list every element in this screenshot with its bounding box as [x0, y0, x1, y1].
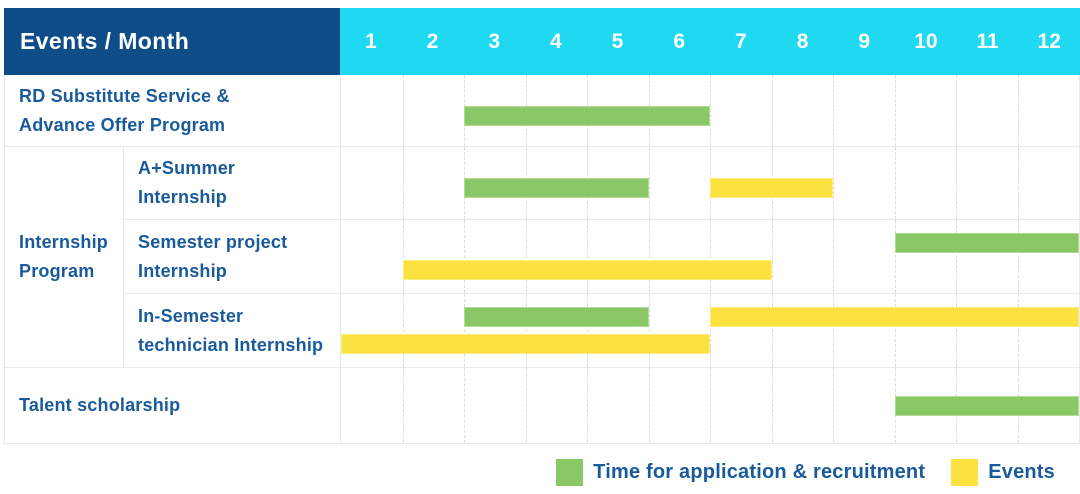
table-row: Semester project Internship — [124, 220, 1079, 294]
row-label-semester-project-internship: Semester project Internship — [124, 220, 341, 293]
row-label-in-semester-technician-internship: In-Semester technician Internship — [124, 294, 341, 367]
group-label-internship-program: Internship Program — [5, 147, 124, 367]
event-bar — [710, 178, 833, 198]
recruitment-bar — [894, 233, 1079, 253]
table-row: A+Summer Internship — [124, 147, 1079, 220]
recruitment-bar — [464, 105, 710, 126]
month-header-1: 1 — [364, 29, 377, 53]
table-row: RD Substitute Service & Advance Offer Pr… — [5, 75, 1079, 147]
legend: Time for application & recruitment Event… — [0, 456, 1055, 488]
legend-item-events: Events — [951, 458, 1055, 486]
month-header-12: 12 — [1037, 29, 1061, 53]
table-header-row: Events / Month 1 2 3 4 5 6 7 8 9 10 11 1… — [4, 8, 1080, 75]
row-label-line: Semester project — [138, 231, 288, 252]
legend-item-recruitment: Time for application & recruitment — [556, 458, 926, 486]
timeline-track-a-summer — [341, 147, 1079, 219]
table-body: RD Substitute Service & Advance Offer Pr… — [4, 75, 1080, 444]
month-header-11: 11 — [976, 29, 999, 53]
row-label-talent-scholarship: Talent scholarship — [5, 368, 341, 443]
recruitment-swatch-icon — [556, 458, 584, 486]
month-header-9: 9 — [858, 29, 871, 53]
timeline-track-semester-project — [341, 220, 1079, 293]
month-header-5: 5 — [611, 29, 624, 53]
table-row: In-Semester technician Internship — [124, 294, 1079, 367]
event-bar — [710, 307, 1079, 327]
legend-recruitment-label: Time for application & recruitment — [593, 460, 926, 483]
row-label-line: Internship — [138, 187, 228, 207]
recruitment-bar — [894, 395, 1079, 416]
month-header-2: 2 — [426, 29, 439, 53]
corner-header-cell: Events / Month — [4, 8, 340, 75]
timeline-track-talent-scholarship — [341, 368, 1079, 443]
month-header-3: 3 — [488, 29, 501, 53]
timeline-track-rd-substitute — [341, 75, 1079, 146]
event-bar — [341, 334, 710, 354]
month-header-10: 10 — [914, 29, 938, 53]
row-label-line: Internship — [138, 260, 228, 281]
legend-events-label: Events — [988, 460, 1055, 483]
row-label-line: A+Summer — [138, 158, 236, 178]
row-label-rd-substitute: RD Substitute Service & Advance Offer Pr… — [5, 75, 341, 146]
month-header-4: 4 — [550, 29, 562, 53]
corner-header-label: Events / Month — [20, 28, 190, 54]
row-label-line: RD Substitute Service & — [19, 85, 230, 106]
row-label-line: Talent scholarship — [19, 395, 181, 415]
events-swatch-icon — [951, 458, 979, 486]
row-label-line: Advance Offer Program — [19, 114, 226, 135]
table-row: Talent scholarship — [5, 368, 1079, 443]
internship-program-group: Internship Program A+Summer Internship — [5, 147, 1079, 368]
event-bar — [402, 260, 772, 280]
row-label-line: In-Semester — [138, 305, 244, 326]
month-header-8: 8 — [796, 29, 809, 53]
timeline-track-in-semester — [341, 294, 1079, 367]
recruitment-bar — [464, 307, 649, 327]
month-header-7: 7 — [735, 29, 747, 53]
events-month-table: Events / Month 1 2 3 4 5 6 7 8 9 10 11 1… — [4, 8, 1080, 444]
group-label-line: Internship — [19, 232, 109, 252]
month-header-strip: 1 2 3 4 5 6 7 8 9 10 11 12 — [340, 8, 1080, 75]
row-label-line: technician Internship — [138, 334, 324, 355]
recruitment-bar — [464, 178, 649, 198]
group-label-line: Program — [19, 261, 95, 281]
month-header-6: 6 — [673, 29, 686, 53]
row-label-a-summer-internship: A+Summer Internship — [124, 147, 341, 219]
